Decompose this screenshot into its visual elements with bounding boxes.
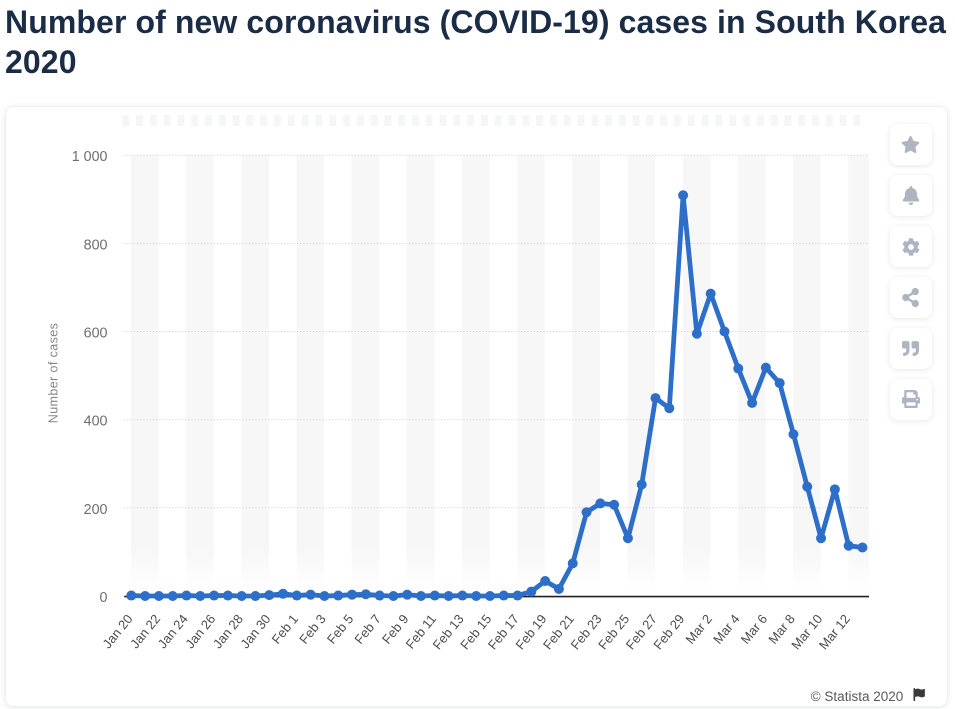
svg-text:Mar 12: Mar 12 bbox=[816, 611, 853, 652]
svg-text:Mar 2: Mar 2 bbox=[682, 611, 715, 646]
svg-text:600: 600 bbox=[84, 326, 108, 342]
svg-text:400: 400 bbox=[84, 414, 108, 430]
svg-text:200: 200 bbox=[84, 502, 108, 518]
svg-text:Feb 7: Feb 7 bbox=[351, 611, 384, 646]
svg-text:Feb 3: Feb 3 bbox=[296, 611, 329, 646]
svg-text:Feb 29: Feb 29 bbox=[650, 611, 687, 652]
svg-text:1 000: 1 000 bbox=[72, 149, 108, 165]
svg-text:Feb 1: Feb 1 bbox=[269, 611, 302, 646]
svg-text:0: 0 bbox=[100, 590, 108, 606]
svg-text:Mar 6: Mar 6 bbox=[738, 611, 771, 646]
svg-text:Jan 30: Jan 30 bbox=[237, 611, 273, 651]
svg-text:Number of cases: Number of cases bbox=[46, 323, 60, 423]
svg-text:800: 800 bbox=[84, 237, 108, 253]
svg-text:Mar 4: Mar 4 bbox=[710, 611, 743, 646]
svg-text:Feb 5: Feb 5 bbox=[324, 611, 357, 646]
